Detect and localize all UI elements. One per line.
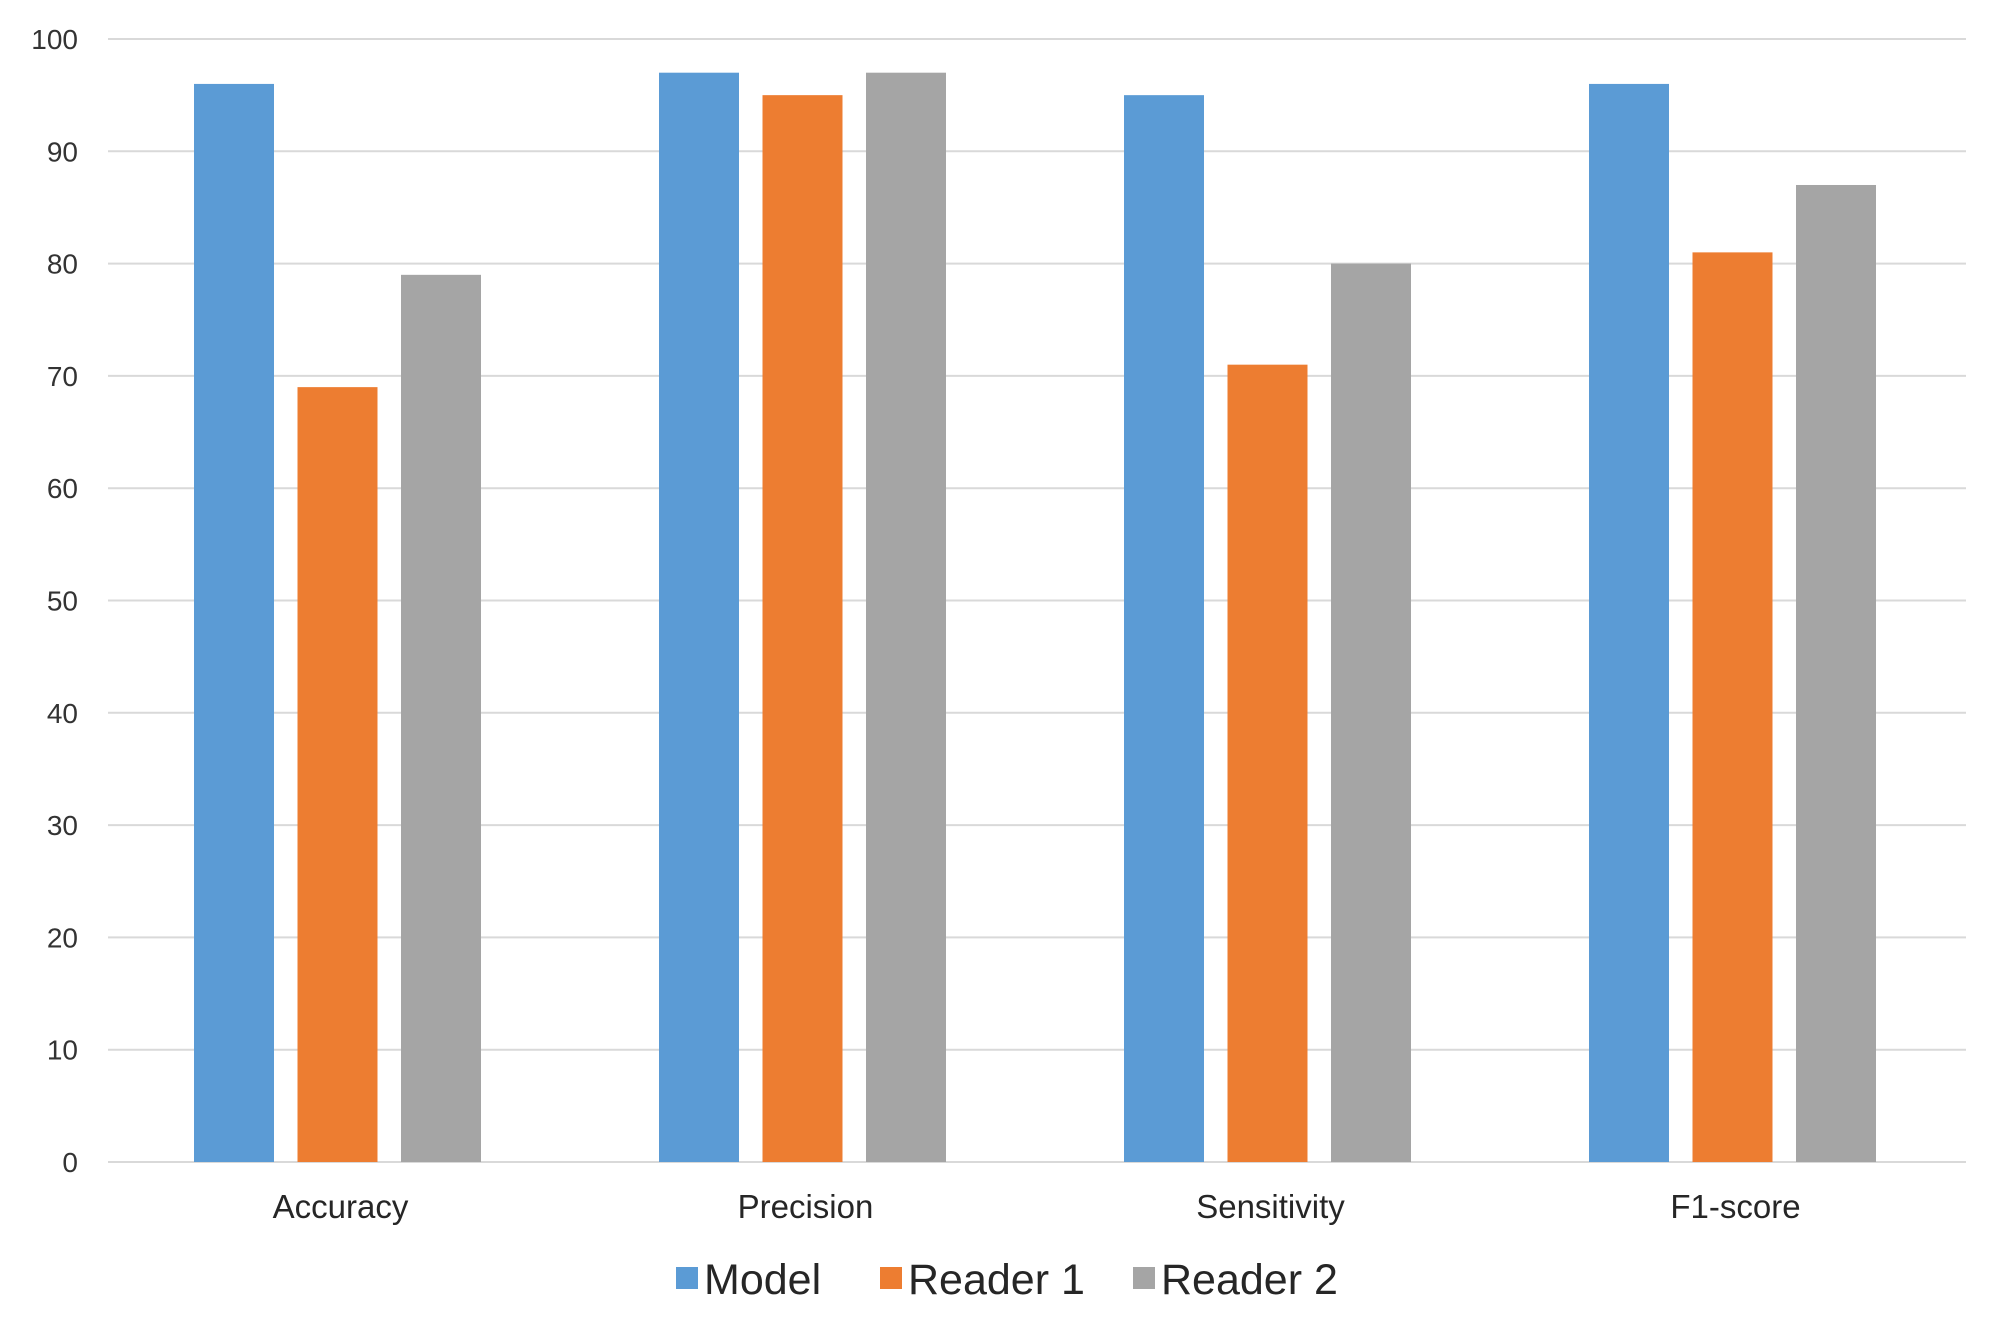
y-tick-label: 10 [47,1035,78,1066]
x-tick-label: Precision [738,1188,874,1225]
legend: Model Reader 1 Reader 2 [676,1256,1338,1304]
bar-model-precision [659,72,739,1163]
bar-reader-1-precision [762,95,843,1162]
bar-reader-1-accuracy [297,387,378,1162]
x-tick-label: F1-score [1670,1188,1800,1225]
y-tick-label: 30 [47,810,78,841]
bar-model-accuracy [194,83,274,1162]
x-axis-ticks: Accuracy Precision Sensitivity F1-score [273,1188,1801,1225]
legend-label-reader-1: Reader 1 [908,1256,1085,1304]
y-tick-label: 70 [47,361,78,392]
x-tick-label: Sensitivity [1196,1188,1345,1225]
bar-reader-1-f1-score [1692,252,1773,1162]
y-tick-label: 60 [47,473,78,504]
bar-reader-2-sensitivity [1331,263,1411,1163]
legend-label-model: Model [704,1256,821,1304]
legend-swatch-reader-2 [1133,1267,1155,1289]
bar-model-f1-score [1589,83,1669,1162]
bar-reader-1-sensitivity [1227,364,1308,1162]
y-tick-label: 80 [47,249,78,280]
legend-label-reader-2: Reader 2 [1161,1256,1338,1304]
y-tick-label: 50 [47,586,78,617]
y-tick-label: 40 [47,698,78,729]
bar-reader-2-f1-score [1796,184,1876,1163]
y-tick-label: 20 [47,922,78,953]
y-tick-label: 100 [31,24,78,55]
legend-swatch-model [676,1267,698,1289]
y-tick-label: 0 [62,1147,78,1178]
gridlines [108,38,1966,1163]
x-tick-label: Accuracy [273,1188,409,1225]
y-axis-ticks: 0 10 20 30 40 50 60 70 80 90 100 [31,24,78,1178]
bar-reader-2-accuracy [401,274,481,1163]
bar-reader-2-precision [866,72,946,1163]
bars [194,72,1876,1163]
legend-swatch-reader-1 [880,1267,902,1289]
y-tick-label: 90 [47,136,78,167]
bar-model-sensitivity [1124,95,1204,1162]
